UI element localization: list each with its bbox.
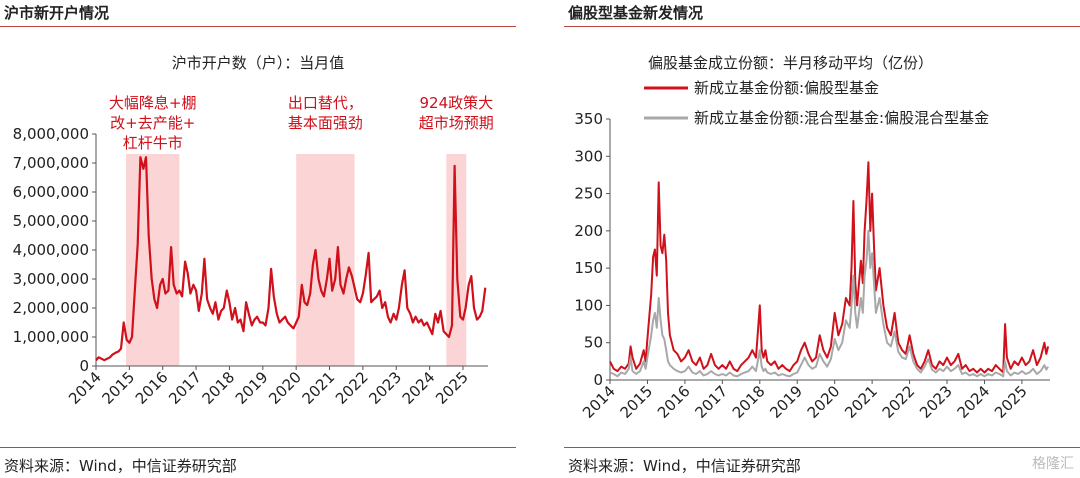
x-tick-label: 2024 <box>399 368 439 408</box>
y-tick-label: 250 <box>574 185 603 203</box>
period-annotation-0-2: 杠杆牛市 <box>123 134 183 152</box>
x-tick-label: 2025 <box>432 368 472 408</box>
left-source-note: 资料来源：Wind，中信证券研究部 <box>4 457 237 475</box>
x-tick-label: 2021 <box>841 382 881 422</box>
y-tick-label: 7,000,000 <box>13 154 89 172</box>
x-tick-label: 2015 <box>617 382 657 422</box>
period-annotation-1-0: 出口替代， <box>288 94 363 112</box>
right-source-note: 资料来源：Wind，中信证券研究部 <box>568 457 801 475</box>
y-tick-label: 50 <box>584 334 603 352</box>
y-tick-label: 3,000,000 <box>13 270 89 288</box>
series-line-1 <box>609 229 1049 378</box>
right-footer-rule <box>564 447 1080 448</box>
period-annotation-2-1: 超市场预期 <box>419 114 494 132</box>
x-tick-label: 2015 <box>98 368 138 408</box>
left-footer-rule <box>0 447 516 448</box>
y-tick-label: 4,000,000 <box>13 241 89 259</box>
right-chart: 偏股基金成立份额：半月移动平均（亿份） 0 50 100 150 200 250 300 350… <box>574 54 1050 422</box>
y-tick-label: 150 <box>574 259 603 277</box>
y-tick-label: 0 <box>79 357 89 375</box>
period-annotation-0-0: 大幅降息+棚 <box>109 94 197 112</box>
series-line-0 <box>95 156 487 362</box>
x-tick-label: 2017 <box>691 382 731 422</box>
legend-label-0: 新成立基金份额:偏股型基金 <box>694 79 879 97</box>
x-tick-label: 2019 <box>766 382 806 422</box>
x-tick-label: 2014 <box>65 368 105 408</box>
period-annotation-0-1: 改+去产能+ <box>110 114 195 132</box>
period-annotation-2-0: 924政策大 <box>419 94 493 112</box>
x-tick-label: 2022 <box>332 368 372 408</box>
x-tick-label: 2025 <box>991 382 1031 422</box>
x-tick-label: 2019 <box>232 368 272 408</box>
x-tick-label: 2016 <box>654 382 694 422</box>
y-tick-label: 6,000,000 <box>13 183 89 201</box>
y-tick-label: 5,000,000 <box>13 212 89 230</box>
period-annotation-1-1: 基本面强劲 <box>288 114 363 132</box>
x-tick-label: 2023 <box>365 368 405 408</box>
y-tick-label: 1,000,000 <box>13 328 89 346</box>
x-tick-label: 2020 <box>804 382 844 422</box>
y-tick-label: 100 <box>574 296 603 314</box>
shaded-period-1 <box>296 154 355 366</box>
x-tick-label: 2018 <box>199 368 239 408</box>
x-tick-label: 2014 <box>579 382 619 422</box>
left-header-rule <box>0 26 516 27</box>
right-header-rule <box>564 26 1080 27</box>
y-tick-label: 0 <box>593 371 603 389</box>
x-tick-label: 2016 <box>132 368 172 408</box>
x-tick-label: 2017 <box>165 368 205 408</box>
y-tick-label: 200 <box>574 222 603 240</box>
y-tick-label: 8,000,000 <box>13 125 89 143</box>
right-panel-header: 偏股型基金新发情况 <box>568 4 704 22</box>
left-panel-header: 沪市新开户情况 <box>4 4 110 22</box>
legend-label-1: 新成立基金份额:混合型基金:偏股混合型基金 <box>694 109 989 127</box>
chart-title: 沪市开户数（户）：当月值 <box>172 54 345 72</box>
y-tick-label: 300 <box>574 147 603 165</box>
x-tick-label: 2023 <box>916 382 956 422</box>
series-line-0 <box>609 161 1050 374</box>
x-tick-label: 2018 <box>729 382 769 422</box>
y-tick-label: 350 <box>574 110 603 128</box>
y-tick-label: 2,000,000 <box>13 299 89 317</box>
x-tick-label: 2022 <box>879 382 919 422</box>
x-tick-label: 2021 <box>299 368 339 408</box>
x-tick-label: 2020 <box>265 368 305 408</box>
chart-title: 偏股基金成立份额：半月移动平均（亿份） <box>648 54 933 72</box>
watermark: 格隆汇 <box>1032 456 1074 472</box>
x-tick-label: 2024 <box>954 382 994 422</box>
